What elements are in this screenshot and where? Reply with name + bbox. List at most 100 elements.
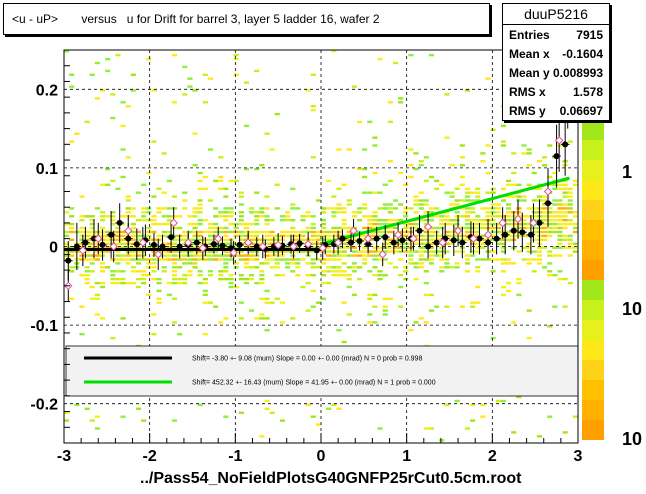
heatmap-cell [398,246,404,249]
color-scale-segment [582,220,604,240]
heatmap-cell [125,105,131,108]
heatmap-cell [156,207,162,210]
heatmap-cell [536,262,542,265]
heatmap-cell [357,120,363,124]
profile-point-filled [347,239,354,246]
heatmap-cell [454,219,460,222]
heatmap-cell [120,230,126,234]
profile-point-filled [99,241,106,248]
heatmap-cell [223,226,229,230]
heatmap-cell [506,179,512,183]
heatmap-cell [166,215,172,218]
heatmap-cell [557,230,563,234]
stats-label: Mean x [509,47,550,61]
heatmap-cell [413,203,419,206]
heatmap-cell [475,195,481,198]
heatmap-cell [470,301,476,304]
heatmap-cell [238,211,244,214]
heatmap-cell [249,211,255,214]
heatmap-cell [367,120,373,124]
heatmap-cell [516,281,522,285]
heatmap-cell [156,277,162,281]
heatmap-cell [485,215,491,218]
heatmap-cell [228,222,234,226]
heatmap-cell [161,207,167,210]
profile-point-open [258,242,267,251]
heatmap-cell [413,199,419,202]
heatmap-cell [536,250,542,253]
heatmap-cell [192,132,198,135]
heatmap-cell [351,262,357,265]
heatmap-cell [110,336,116,340]
heatmap-cell [187,230,193,234]
heatmap-cell [326,242,332,245]
heatmap-cell [264,242,270,245]
heatmap-cell [423,179,429,183]
heatmap-cell [151,262,157,265]
stats-label: Entries [509,28,550,42]
heatmap-cell [243,238,249,241]
heatmap-cell [336,187,342,190]
heatmap-cell [449,266,455,269]
heatmap-cell [202,301,208,304]
heatmap-cell [64,242,70,245]
heatmap-cell [506,230,512,234]
heatmap-cell [444,191,450,194]
heatmap-cell [572,250,578,253]
heatmap-cell [141,281,147,285]
heatmap-cell [321,226,327,230]
heatmap-cell [100,281,106,285]
fit-legend: Shift= -3.80 +- 9.08 (mum) Slope = 0.00 … [65,345,579,397]
heatmap-cell [141,419,147,422]
heatmap-cell [439,222,445,226]
heatmap-cell [454,187,460,190]
heatmap-cell [480,258,486,261]
profile-point-filled [133,241,140,248]
heatmap-cell [305,309,311,312]
stats-row-rms-x: RMS x 1.578 [509,83,603,102]
heatmap-cell [372,250,378,253]
color-scale-segment [582,280,604,300]
heatmap-cell [207,270,213,273]
heatmap-cell [500,250,506,253]
heatmap-cell [387,226,393,230]
heatmap-cell [94,297,100,300]
heatmap-cell [192,234,198,238]
profile-point-filled [210,241,217,248]
heatmap-cell [336,254,342,257]
heatmap-cell [377,222,383,226]
heatmap-cell [223,246,229,249]
heatmap-cell [552,199,558,202]
heatmap-cell [64,250,70,253]
heatmap-cell [151,270,157,273]
heatmap-cell [79,234,85,238]
heatmap-cell [475,219,481,222]
heatmap-cell [377,219,383,222]
heatmap-cell [279,321,285,324]
heatmap-cell [120,281,126,285]
heatmap-cell [398,258,404,261]
heatmap-cell [213,305,219,308]
heatmap-cell [521,234,527,238]
heatmap-cell [336,234,342,238]
heatmap-cell [192,215,198,218]
heatmap-cell [552,203,558,206]
heatmap-cell [171,277,177,281]
heatmap-cell [475,222,481,226]
heatmap-cell [269,238,275,241]
heatmap-cell [393,250,399,253]
heatmap-cell [207,222,213,226]
heatmap-cell [223,219,229,222]
heatmap-cell [362,258,368,261]
heatmap-cell [249,309,255,312]
heatmap-cell [110,215,116,218]
heatmap-cell [105,69,111,73]
heatmap-cell [254,69,260,73]
heatmap-cell [264,222,270,226]
heatmap-cell [105,234,111,238]
heatmap-cell [418,203,424,206]
heatmap-cell [141,250,147,253]
heatmap-cell [285,246,291,249]
heatmap-cell [562,191,568,194]
heatmap-cell [547,222,553,226]
